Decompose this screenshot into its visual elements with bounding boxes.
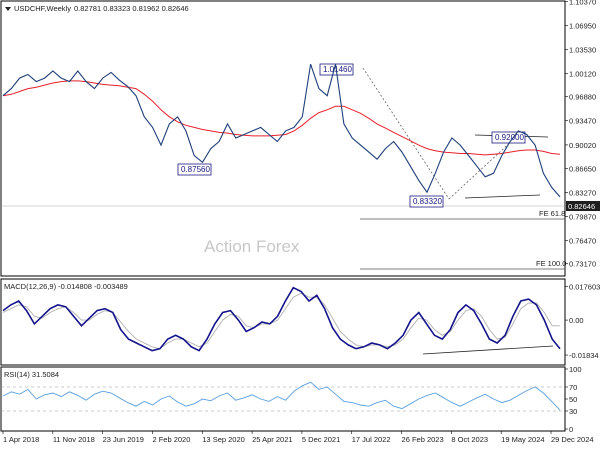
fe-61-8-label: FE 61.8 xyxy=(539,209,565,218)
x-tick-label: 26 Feb 2023 xyxy=(402,435,444,444)
annotation-high-2024: 0.92000 xyxy=(495,133,524,142)
macd-trendline xyxy=(422,345,554,355)
price-line xyxy=(2,64,561,198)
annotation-high-2021: 1.01460 xyxy=(323,65,352,74)
price-y-tick-label: 0.76470 xyxy=(569,236,596,245)
x-tick-label: 5 Dec 2021 xyxy=(302,435,340,444)
x-tick-label: 23 Jun 2019 xyxy=(103,435,144,444)
macd-title: MACD(12,26,9) -0.014808 -0.003489 xyxy=(4,282,128,291)
support-trendline xyxy=(464,194,541,199)
price-y-tick-label: 0.93470 xyxy=(569,117,596,126)
x-axis: 1 Apr 2018 11 Nov 2018 23 Jun 2019 2 Feb 20… xyxy=(2,431,594,444)
macd-signal-line xyxy=(2,292,560,350)
rsi-y-tick-label: 50 xyxy=(569,395,577,404)
x-tick-label: 17 Jul 2022 xyxy=(352,435,391,444)
x-tick-label: 11 Nov 2018 xyxy=(53,435,95,444)
ohlc-values: 0.82781 0.83323 0.81962 0.82646 xyxy=(74,4,189,13)
x-tick-label: 8 Oct 2023 xyxy=(451,435,488,444)
price-y-axis: 1.10370 1.06950 1.03530 1.00120 0.96880 0.934… xyxy=(565,0,596,269)
x-tick-label: 25 Apr 2021 xyxy=(252,435,292,444)
annotation-box-high-2024 xyxy=(491,131,526,144)
current-price-label: 0.82646 xyxy=(568,202,595,211)
macd-y-tick-label: 0.00 xyxy=(569,316,584,325)
fe-100-label: FE 100.0 xyxy=(536,259,566,268)
x-tick-label: 29 Dec 2024 xyxy=(551,435,594,444)
x-tick-label: 2 Feb 2020 xyxy=(152,435,190,444)
rsi-y-axis: 100 70 50 30 0 xyxy=(565,365,582,434)
symbol-label: USDCHF,Weekly xyxy=(14,4,71,13)
price-y-tick-label: 1.03530 xyxy=(569,46,596,55)
macd-y-axis: 0.017603 0.00 -0.01834 xyxy=(565,283,600,360)
current-price-box xyxy=(566,201,600,211)
x-tick-label: 19 May 2024 xyxy=(501,435,544,444)
rsi-y-tick-label: 30 xyxy=(569,407,577,416)
annotation-low-2020: 0.87560 xyxy=(181,165,210,174)
annotation-box-low-2023 xyxy=(409,195,444,208)
price-y-tick-label: 0.83270 xyxy=(569,189,596,198)
fib-projection-line-2 xyxy=(448,137,516,200)
annotation-low-2023: 0.83320 xyxy=(413,197,442,206)
price-panel-frame xyxy=(0,0,566,277)
macd-y-tick-label: 0.017603 xyxy=(569,283,600,292)
rsi-y-tick-label: 100 xyxy=(569,365,582,374)
rsi-title: RSI(14) 31.5084 xyxy=(4,370,59,379)
rsi-line xyxy=(2,381,561,411)
price-y-tick-label: 1.06950 xyxy=(569,22,596,31)
watermark: Action Forex xyxy=(204,237,300,256)
rsi-y-tick-label: 0 xyxy=(569,425,573,434)
price-y-tick-label: 0.86650 xyxy=(569,165,596,174)
price-y-tick-label: 0.73170 xyxy=(569,260,596,269)
price-y-tick-label: 1.10370 xyxy=(569,0,596,6)
price-y-tick-label: 0.79870 xyxy=(569,212,596,221)
macd-line xyxy=(2,286,561,352)
dropdown-triangle-icon[interactable] xyxy=(5,7,11,11)
x-tick-label: 1 Apr 2018 xyxy=(3,435,39,444)
price-y-tick-label: 0.90020 xyxy=(569,141,596,150)
rsi-y-tick-label: 70 xyxy=(569,383,577,392)
x-tick-label: 13 Sep 2020 xyxy=(202,435,245,444)
annotation-box-low-2020 xyxy=(177,163,212,176)
price-y-tick-label: 1.00120 xyxy=(569,70,596,79)
price-y-tick-label: 0.96880 xyxy=(569,93,596,102)
macd-y-tick-label: -0.01834 xyxy=(569,351,599,360)
